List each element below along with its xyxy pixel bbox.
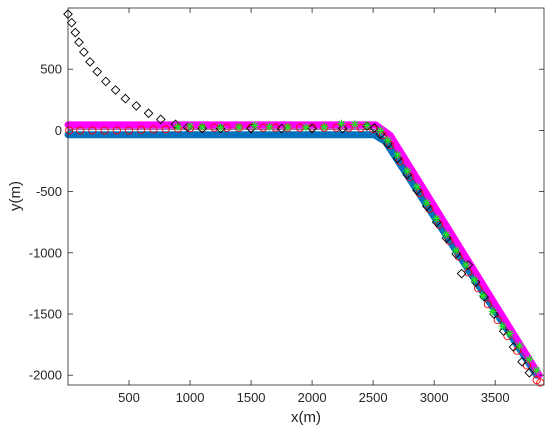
plot-background xyxy=(68,8,544,385)
data-point xyxy=(76,126,85,135)
data-point xyxy=(432,214,441,223)
data-point xyxy=(66,17,77,28)
data-point xyxy=(493,316,502,325)
data-point xyxy=(137,125,146,134)
data-point xyxy=(517,356,527,367)
data-point xyxy=(283,122,292,131)
series-5 xyxy=(173,119,541,375)
data-point xyxy=(70,27,81,38)
data-point xyxy=(250,121,259,130)
data-point xyxy=(525,355,534,364)
data-point xyxy=(369,123,380,133)
y-tick-label: -1500 xyxy=(29,307,62,322)
data-point xyxy=(320,122,329,131)
data-point xyxy=(74,37,84,48)
axes-box xyxy=(67,7,545,386)
x-tick-label: 2000 xyxy=(298,390,327,405)
data-point xyxy=(532,366,541,375)
data-point xyxy=(515,341,524,350)
y-tick-label: 0 xyxy=(55,123,62,138)
data-point xyxy=(149,125,158,134)
data-point xyxy=(198,122,207,131)
data-point xyxy=(350,120,359,129)
data-point xyxy=(498,326,509,336)
data-point xyxy=(456,268,467,279)
data-point xyxy=(271,123,280,132)
x-tick-label: 500 xyxy=(118,390,140,405)
data-point xyxy=(186,122,195,131)
data-point xyxy=(422,198,431,207)
data-point xyxy=(92,66,103,77)
axes-layer: 500 1000 1500 2000 2500 3000 3500 -2000 -1500 -10… xyxy=(29,7,545,405)
data-point xyxy=(337,123,348,134)
data-point xyxy=(483,300,492,309)
data-point xyxy=(442,230,451,239)
x-tick-label: 3000 xyxy=(420,390,449,405)
data-point xyxy=(259,123,268,132)
data-point xyxy=(124,126,134,135)
data-point xyxy=(161,125,170,134)
x-tick-label: 1500 xyxy=(237,390,266,405)
series-3 xyxy=(65,123,545,387)
data-point xyxy=(337,119,346,128)
data-point xyxy=(265,122,274,131)
data-point xyxy=(155,114,166,125)
data-point xyxy=(302,123,310,132)
data-point xyxy=(100,126,109,135)
data-point xyxy=(488,307,497,316)
data-point xyxy=(403,166,412,175)
data-point xyxy=(503,331,512,341)
data-point xyxy=(461,261,470,270)
data-point xyxy=(120,93,131,104)
data-point xyxy=(110,85,121,95)
data-point xyxy=(393,150,402,159)
data-point xyxy=(216,123,225,132)
data-point xyxy=(79,47,89,57)
y-tick-label: 500 xyxy=(40,62,62,77)
data-point xyxy=(470,275,479,284)
y-tick-label: -500 xyxy=(36,184,62,199)
data-point xyxy=(143,108,154,119)
data-point xyxy=(246,123,256,134)
x-tick-label: 3500 xyxy=(481,390,510,405)
data-point xyxy=(383,136,392,145)
series-layer xyxy=(63,9,545,387)
data-point xyxy=(413,182,422,191)
x-axis-label: x(m) xyxy=(291,409,321,426)
data-point xyxy=(85,57,95,67)
data-point xyxy=(100,76,111,87)
data-point xyxy=(234,122,243,131)
data-point xyxy=(478,291,487,300)
data-point xyxy=(505,329,514,338)
data-point xyxy=(173,122,182,131)
data-point xyxy=(376,126,385,135)
data-point xyxy=(332,123,341,132)
data-point xyxy=(362,121,372,131)
y-tick-label: -2000 xyxy=(29,368,62,383)
data-point xyxy=(363,121,372,130)
x-tick-label: 1000 xyxy=(176,390,205,405)
data-point xyxy=(474,284,483,293)
y-axis-label: y(m) xyxy=(7,181,24,211)
y-tick-label: -1000 xyxy=(29,245,62,260)
data-point xyxy=(131,101,142,111)
data-point xyxy=(88,126,97,135)
data-point xyxy=(498,322,507,331)
data-point xyxy=(344,123,353,132)
x-tick-label: 2500 xyxy=(359,390,388,405)
data-point xyxy=(452,246,461,255)
data-point xyxy=(112,126,121,135)
data-point xyxy=(524,367,535,378)
